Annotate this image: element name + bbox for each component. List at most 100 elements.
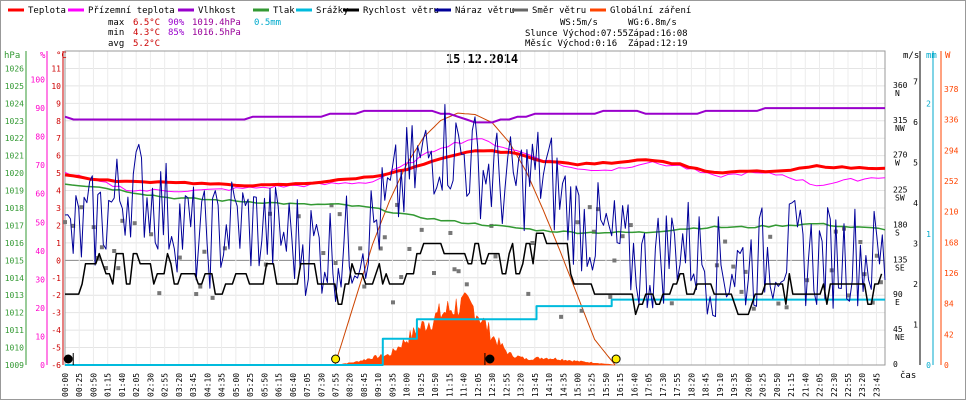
tick-w: 168 — [944, 238, 959, 247]
wind-dir-point — [132, 221, 137, 226]
tick-time: 20:25 — [759, 373, 768, 397]
tick-time: 13:45 — [531, 373, 540, 397]
markers — [63, 353, 621, 365]
tick-pct: 80 — [35, 133, 45, 142]
tick-degc: 10 — [51, 82, 61, 91]
stats-row-label: avg — [108, 39, 124, 49]
tick-time: 11:15 — [445, 373, 454, 397]
tick-time: 06:15 — [275, 373, 284, 397]
tick-degc: 1 — [56, 239, 61, 248]
tick-hpa: 1014 — [5, 274, 24, 283]
tick-pct: 0 — [40, 361, 45, 370]
tick-pct: 60 — [35, 190, 45, 199]
tick-time: 20:50 — [773, 373, 782, 397]
tick-ms: 5 — [913, 158, 918, 167]
legend-label: Směr větru — [532, 6, 586, 16]
tick-dir-deg: 360 — [893, 81, 908, 90]
wind-dir-point — [743, 269, 748, 274]
wind-dir-point — [378, 246, 383, 251]
axis-hpa-label: hPa — [4, 51, 20, 61]
legend-label: Srážky — [316, 6, 349, 16]
wind-dir-point — [116, 266, 121, 271]
tick-degc: 0 — [56, 256, 61, 265]
wind-dir-point — [448, 230, 453, 235]
tick-w: 378 — [944, 85, 959, 94]
series-rain — [65, 298, 885, 366]
tick-w: 0 — [944, 361, 949, 370]
tick-degc: -5 — [51, 344, 61, 353]
tick-w: 294 — [944, 146, 959, 155]
tick-hpa: 1020 — [5, 169, 24, 178]
tick-time: 16:40 — [630, 373, 639, 397]
tick-degc: 11 — [51, 64, 61, 73]
tick-time: 00:00 — [61, 373, 70, 397]
tick-hpa: 1021 — [5, 152, 24, 161]
tick-time: 22:05 — [816, 373, 825, 397]
wind-dir-point — [177, 255, 182, 260]
tick-time: 04:10 — [203, 373, 212, 397]
series-theoretical-radiation — [334, 112, 616, 366]
tick-dir-deg: 270 — [893, 151, 908, 160]
tick-degc: 3 — [56, 204, 61, 213]
wind-dir-point — [358, 246, 363, 251]
wind-dir-point — [157, 291, 162, 296]
tick-dir-name: SW — [895, 194, 905, 203]
tick-time: 12:30 — [488, 373, 497, 397]
tick-time: 16:15 — [616, 373, 625, 397]
tick-w: 210 — [944, 208, 959, 217]
tick-time: 10:50 — [431, 373, 440, 397]
stats-wind-gust: WG:6.8m/s — [628, 18, 677, 28]
tick-time: 07:55 — [331, 373, 340, 397]
wind-dir-point — [493, 254, 498, 259]
wind-dir-point — [870, 300, 875, 305]
tick-time: 07:30 — [317, 373, 326, 397]
wind-dir-point — [432, 271, 436, 276]
tick-w: 42 — [944, 330, 954, 339]
tick-time: 06:40 — [289, 373, 298, 397]
legend-label: Vlhkost — [198, 6, 236, 16]
tick-mm: 0 — [926, 361, 931, 370]
stats-temp: 6.5°C — [133, 18, 160, 28]
stats-row-label: max — [108, 18, 125, 28]
tick-time: 21:40 — [801, 373, 810, 397]
wind-dir-point — [399, 275, 404, 280]
wind-dir-point — [596, 207, 600, 212]
legend-label: Globální záření — [610, 6, 691, 16]
stats-temp: 5.2°C — [133, 39, 160, 49]
tick-time: 04:35 — [218, 373, 227, 397]
tick-dir-name: W — [895, 159, 900, 168]
tick-dir-deg: 180 — [893, 220, 908, 229]
tick-time: 17:30 — [659, 373, 668, 397]
wind-dir-point — [149, 232, 154, 237]
tick-w: 252 — [944, 177, 959, 186]
right-axes: m/s mm W360N315NW270W225SW180S135SE90E45NE… — [893, 51, 959, 381]
tick-w: 126 — [944, 269, 959, 278]
tick-time: 01:15 — [104, 373, 113, 397]
stats-row-label: min — [108, 28, 124, 38]
wind-dir-point — [120, 218, 125, 223]
tick-time: 17:55 — [673, 373, 682, 397]
wind-dir-point — [296, 214, 301, 219]
chart-title: 15.12.2014 — [446, 52, 518, 66]
tick-time: 08:45 — [360, 373, 369, 397]
tick-time: 12:55 — [502, 373, 511, 397]
tick-ms: 3 — [913, 239, 918, 248]
tick-time: 01:40 — [118, 373, 127, 397]
tick-time: 19:35 — [730, 373, 739, 397]
tick-time: 07:05 — [303, 373, 312, 397]
legend-label: Rychlost větru — [363, 6, 439, 16]
tick-hpa: 1010 — [5, 344, 24, 353]
legend-label: Náraz větru — [455, 6, 515, 16]
wind-dir-point — [776, 301, 781, 306]
left-axes: hPa% °C1026102510241023102210211020101910… — [4, 51, 67, 370]
tick-degc: 5 — [56, 169, 61, 178]
tick-time: 13:20 — [517, 373, 526, 397]
sunset-marker — [611, 354, 621, 364]
wind-dir-point — [452, 267, 457, 272]
time-axis: 00:00 00:25 00:50 01:15 01:40 02:05 02:30 02:55… — [61, 373, 881, 397]
tick-time: 19:10 — [716, 373, 725, 397]
tick-hpa: 1016 — [5, 239, 24, 248]
wind-dir-point — [382, 235, 387, 240]
wind-dir-point — [210, 295, 215, 300]
wind-dir-point — [874, 253, 879, 258]
